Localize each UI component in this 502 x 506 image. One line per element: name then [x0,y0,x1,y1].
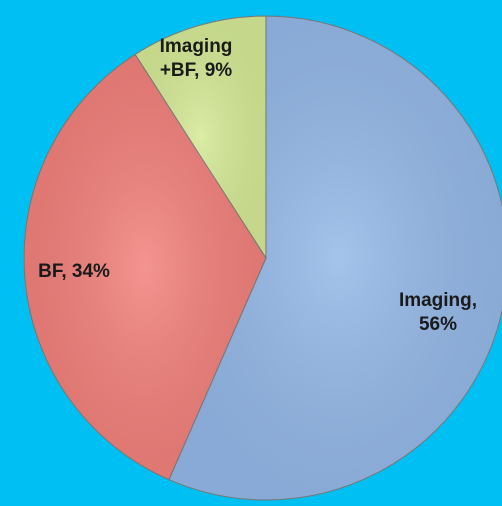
data-label-line: BF, 34% [38,261,110,282]
data-label: Imaging, 56% [399,290,477,335]
data-label: Imaging +BF, 9% [160,36,233,81]
data-label-line: Imaging, [399,290,477,311]
data-label-line: Imaging [160,36,233,57]
data-label-line: 56% [419,314,457,335]
data-label-line: +BF, 9% [160,60,232,81]
data-label: BF, 34% [38,261,110,282]
